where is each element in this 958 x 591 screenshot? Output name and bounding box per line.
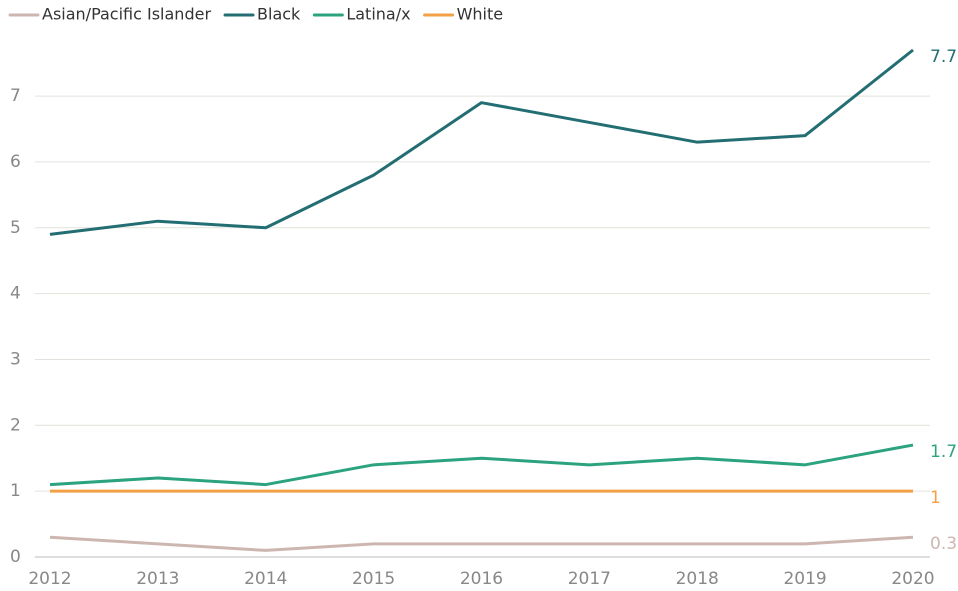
y-tick-label: 7 xyxy=(10,86,21,106)
x-tick-label: 2015 xyxy=(352,569,395,589)
y-tick-label: 6 xyxy=(10,152,21,172)
x-tick-label: 2020 xyxy=(891,569,934,589)
legend-label: White xyxy=(457,5,504,24)
end-label: 1 xyxy=(930,488,941,508)
end-label: 7.7 xyxy=(930,47,957,67)
y-tick-label: 3 xyxy=(10,349,21,369)
x-tick-label: 2017 xyxy=(568,569,611,589)
x-tick-label: 2016 xyxy=(460,569,503,589)
legend-label: Asian/Pacific Islander xyxy=(42,5,211,24)
end-label: 1.7 xyxy=(930,442,957,462)
y-tick-label: 4 xyxy=(10,284,21,304)
series-line xyxy=(49,535,914,552)
x-tick-label: 2012 xyxy=(28,569,71,589)
y-tick-label: 0 xyxy=(10,547,21,567)
x-tick-label: 2014 xyxy=(244,569,287,589)
y-tick-label: 5 xyxy=(10,218,21,238)
y-tick-label: 1 xyxy=(10,481,21,501)
legend-label: Latina/x xyxy=(346,5,410,24)
x-tick-label: 2019 xyxy=(783,569,826,589)
x-tick-label: 2013 xyxy=(136,569,179,589)
x-tick-label: 2018 xyxy=(676,569,719,589)
y-tick-label: 2 xyxy=(10,415,21,435)
series-line xyxy=(49,48,914,236)
end-label: 0.3 xyxy=(930,534,957,554)
legend-label: Black xyxy=(257,5,301,24)
series-line xyxy=(49,443,914,487)
